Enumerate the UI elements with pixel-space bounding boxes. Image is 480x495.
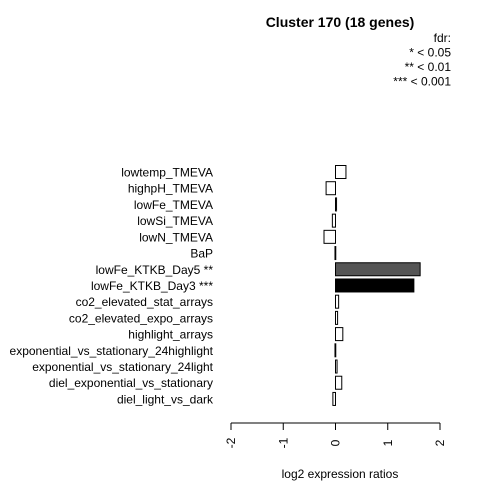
category-labels: lowtemp_TMEVA highpH_TMEVA lowFe_TMEVA lowS… [10,166,214,407]
category-label-highlight-arrays: highlight_arrays [128,328,213,342]
x-tick-label: 0 [329,439,343,446]
category-label-exponential-vs-stationary-24highlight: exponential_vs_stationary_24highlight [10,344,214,358]
bar-lowfe-ktkb-day3 [335,278,415,293]
bar-exponential-vs-stationary-24highlight [334,343,337,358]
bar-diel-light-vs-dark [332,391,337,406]
category-label-lowtemp-tmeva: lowtemp_TMEVA [121,166,213,180]
bar-lowfe-ktkb-day5 [335,262,421,277]
x-tick-label: -1 [276,437,290,448]
bar-highph-tmeva [325,181,337,196]
legend-entry: * < 0.05 [409,46,451,60]
legend: fdr:* < 0.05** < 0.01*** < 0.001 [393,31,451,89]
category-label-diel-light-vs-dark: diel_light_vs_dark [117,392,214,406]
bar-bap [334,246,337,261]
category-label-lowfe-ktkb-day5: lowFe_KTKB_Day5 ** [96,263,214,277]
x-axis-label: log2 expression ratios [282,467,399,481]
bar-lowfe-tmeva [335,197,338,212]
legend-entry: ** < 0.01 [405,60,452,74]
category-label-lowfe-tmeva: lowFe_TMEVA [134,198,213,212]
bar-co2-elevated-expo-arrays [335,310,339,325]
category-label-bap: BaP [190,247,213,261]
bars [323,165,421,406]
category-label-co2-elevated-stat-arrays: co2_elevated_stat_arrays [76,295,213,309]
bar-lowtemp-tmeva [335,165,347,179]
bar-lown-tmeva [323,229,337,244]
bar-highlight-arrays [335,327,344,342]
category-label-diel-exponential-vs-stationary: diel_exponential_vs_stationary [49,376,213,390]
category-label-lowfe-ktkb-day3: lowFe_KTKB_Day3 *** [91,279,213,293]
bar-exponential-vs-stationary-24light [335,359,338,374]
x-tick-label: -2 [224,437,238,448]
legend-entry: fdr: [434,31,451,45]
category-label-lown-tmeva: lowN_TMEVA [139,230,213,244]
x-tick-label: 2 [433,439,447,446]
x-tick-label: 1 [381,439,395,446]
bar-co2-elevated-stat-arrays [335,294,340,309]
category-label-highph-tmeva: highpH_TMEVA [128,182,213,196]
bar-diel-exponential-vs-stationary [335,375,343,390]
category-label-co2-elevated-expo-arrays: co2_elevated_expo_arrays [69,311,213,325]
bar-lowsi-tmeva [331,213,336,228]
chart-title: Cluster 170 (18 genes) [266,14,415,30]
legend-entry: *** < 0.001 [393,75,451,89]
category-label-lowsi-tmeva: lowSi_TMEVA [137,214,213,228]
x-axis: -2 -1 0 1 2 [224,422,447,448]
category-label-exponential-vs-stationary-24light: exponential_vs_stationary_24light [32,360,213,374]
